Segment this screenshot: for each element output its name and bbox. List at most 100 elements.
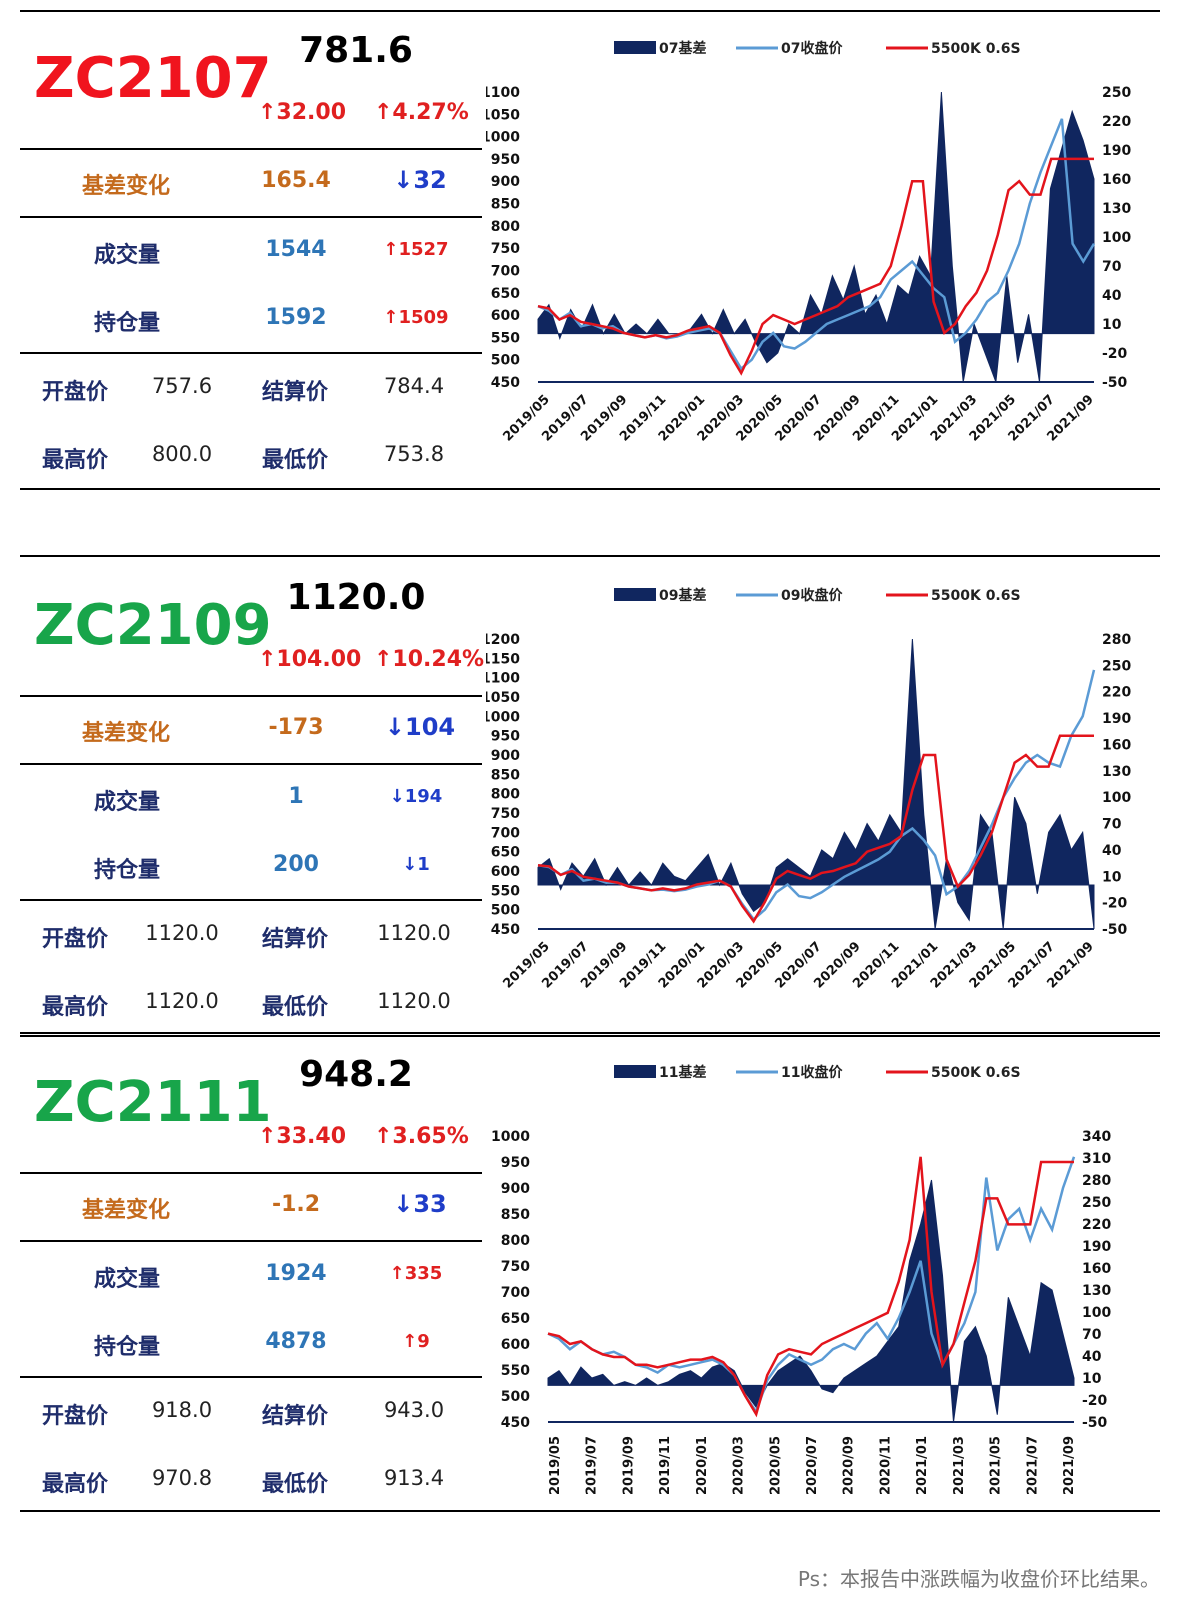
basis-delta: ↓33 bbox=[393, 1190, 447, 1218]
y-left-tick: 1050 bbox=[486, 107, 520, 123]
basis-delta: ↓32 bbox=[393, 166, 447, 194]
y-left-tick: 800 bbox=[501, 1233, 530, 1249]
open-interest-label: 持仓量 bbox=[94, 311, 161, 336]
open-interest-value: 4878 bbox=[265, 1329, 327, 1354]
legend-label: 09基差 bbox=[659, 587, 706, 604]
y-right-tick: 160 bbox=[1082, 1261, 1111, 1277]
y-left-tick: 800 bbox=[491, 787, 520, 803]
chart-zc2111: 11基差 11收盘价 5500K 0.6S 450 500 550 600 650 700 750… bbox=[491, 1064, 1111, 1495]
y-right-tick: 190 bbox=[1102, 143, 1131, 159]
price-change: ↑104.00 bbox=[258, 647, 362, 672]
y-left-tick: 800 bbox=[491, 219, 520, 235]
y-left-tick: 650 bbox=[491, 286, 520, 302]
basis-value: -1.2 bbox=[271, 1192, 321, 1217]
volume-delta: ↑1527 bbox=[383, 239, 449, 260]
y-left-tick: 450 bbox=[501, 1415, 530, 1431]
y-right-tick: 130 bbox=[1102, 201, 1131, 217]
y-right-tick: 70 bbox=[1102, 817, 1122, 833]
series-coal-line bbox=[547, 1156, 1074, 1418]
y-right-tick: 310 bbox=[1082, 1151, 1111, 1167]
settle-value: 943.0 bbox=[383, 1398, 445, 1422]
y-left-tick: 500 bbox=[491, 903, 520, 919]
x-tick-label: 2019/11 bbox=[658, 1436, 673, 1495]
volume-value: 1544 bbox=[265, 237, 327, 262]
volume-label: 成交量 bbox=[94, 790, 161, 815]
y-left-tick: 850 bbox=[491, 197, 520, 213]
basis-change-label: 基差变化 bbox=[82, 721, 171, 746]
price-change: ↑33.40 bbox=[258, 1124, 347, 1149]
y-left-tick: 1000 bbox=[486, 709, 520, 725]
y-left-tick: 1150 bbox=[486, 651, 520, 667]
top-rule bbox=[20, 10, 1160, 12]
high-value: 970.8 bbox=[151, 1466, 213, 1490]
y-right-tick: 130 bbox=[1082, 1283, 1111, 1299]
contract-code: ZC2111 bbox=[34, 1070, 272, 1135]
row-divider bbox=[20, 1376, 482, 1378]
volume-value: 1 bbox=[288, 784, 304, 809]
high-value: 1120.0 bbox=[145, 989, 219, 1013]
chart-legend: 11基差 11收盘价 5500K 0.6S bbox=[614, 1064, 1021, 1081]
legend-label: 07基差 bbox=[659, 40, 706, 57]
y-left-tick: 700 bbox=[491, 825, 520, 841]
y-right-tick: 340 bbox=[1082, 1129, 1111, 1145]
y-right-tick: 220 bbox=[1102, 685, 1131, 701]
high-label: 最高价 bbox=[42, 995, 109, 1020]
volume-delta: ↑335 bbox=[389, 1263, 443, 1284]
high-label: 最高价 bbox=[42, 1472, 109, 1497]
low-label: 最低价 bbox=[262, 448, 329, 473]
y-left-tick: 950 bbox=[491, 729, 520, 745]
y-right-tick: 10 bbox=[1082, 1371, 1102, 1387]
x-tick-label: 2021/05 bbox=[989, 1436, 1004, 1495]
y-right-tick: 10 bbox=[1102, 317, 1122, 333]
series-coal-line bbox=[537, 734, 1094, 924]
settle-label: 结算价 bbox=[262, 1404, 329, 1429]
open-label: 开盘价 bbox=[42, 380, 109, 405]
legend-label: 11基差 bbox=[659, 1064, 706, 1081]
y-left-tick: 1100 bbox=[486, 671, 520, 687]
legend-swatch-basis bbox=[614, 41, 656, 54]
y-left-tick: 950 bbox=[491, 152, 520, 168]
low-value: 913.4 bbox=[383, 1466, 445, 1490]
y-left-tick: 750 bbox=[501, 1259, 530, 1275]
y-right-tick: 220 bbox=[1082, 1217, 1111, 1233]
x-tick-label: 2019/07 bbox=[585, 1436, 600, 1495]
low-label: 最低价 bbox=[262, 1472, 329, 1497]
footer-note: Ps：本报告中涨跌幅为收盘价环比结果。 bbox=[797, 1567, 1160, 1591]
y-right-tick: 40 bbox=[1102, 288, 1122, 304]
high-value: 800.0 bbox=[151, 442, 213, 466]
y-left-tick: 1000 bbox=[486, 130, 520, 146]
y-right-tick: 190 bbox=[1082, 1239, 1111, 1255]
y-left-tick: 500 bbox=[501, 1389, 530, 1405]
legend-swatch-basis bbox=[614, 588, 656, 601]
y-right-tick: -20 bbox=[1102, 896, 1128, 912]
x-tick-label: 2020/09 bbox=[842, 1436, 857, 1495]
y-right-tick: 70 bbox=[1082, 1327, 1102, 1343]
open-interest-value: 1592 bbox=[265, 305, 327, 330]
y-left-tick: 550 bbox=[491, 330, 520, 346]
panel-zc2111: ZC2111 948.2 ↑33.40 ↑3.65% 基差变化 -1.2 ↓33 成交量 192… bbox=[0, 1032, 1200, 1512]
y-left-tick: 700 bbox=[491, 263, 520, 279]
y-left-tick: 750 bbox=[491, 806, 520, 822]
bottom-rule bbox=[20, 1510, 1160, 1512]
x-tick-label: 2020/11 bbox=[878, 1436, 893, 1495]
legend-swatch-basis bbox=[614, 1065, 656, 1078]
basis-change-label: 基差变化 bbox=[82, 1198, 171, 1223]
basis-value: -173 bbox=[268, 715, 324, 740]
y-left-tick: 1100 bbox=[486, 85, 520, 101]
y-right-tick: 40 bbox=[1102, 843, 1122, 859]
y-right-tick: 220 bbox=[1102, 114, 1131, 130]
y-left-tick: 850 bbox=[501, 1207, 530, 1223]
y-left-tick: 550 bbox=[501, 1363, 530, 1379]
x-tick-label: 2021/01 bbox=[915, 1436, 930, 1495]
series-coal-line bbox=[537, 157, 1094, 376]
y-right-tick: -20 bbox=[1102, 346, 1128, 362]
open-interest-label: 持仓量 bbox=[94, 858, 161, 883]
x-tick-label: 2021/07 bbox=[1025, 1436, 1040, 1495]
y-left-tick: 900 bbox=[501, 1181, 530, 1197]
open-interest-label: 持仓量 bbox=[94, 1335, 161, 1360]
y-left-tick: 850 bbox=[491, 767, 520, 783]
y-right-tick: 130 bbox=[1102, 764, 1131, 780]
chart-zc2107: 07基差 07收盘价 5500K 0.6S 450 500 550 600 650 700 750… bbox=[486, 40, 1131, 445]
series-basis-area bbox=[537, 91, 1095, 383]
volume-label: 成交量 bbox=[94, 243, 161, 268]
